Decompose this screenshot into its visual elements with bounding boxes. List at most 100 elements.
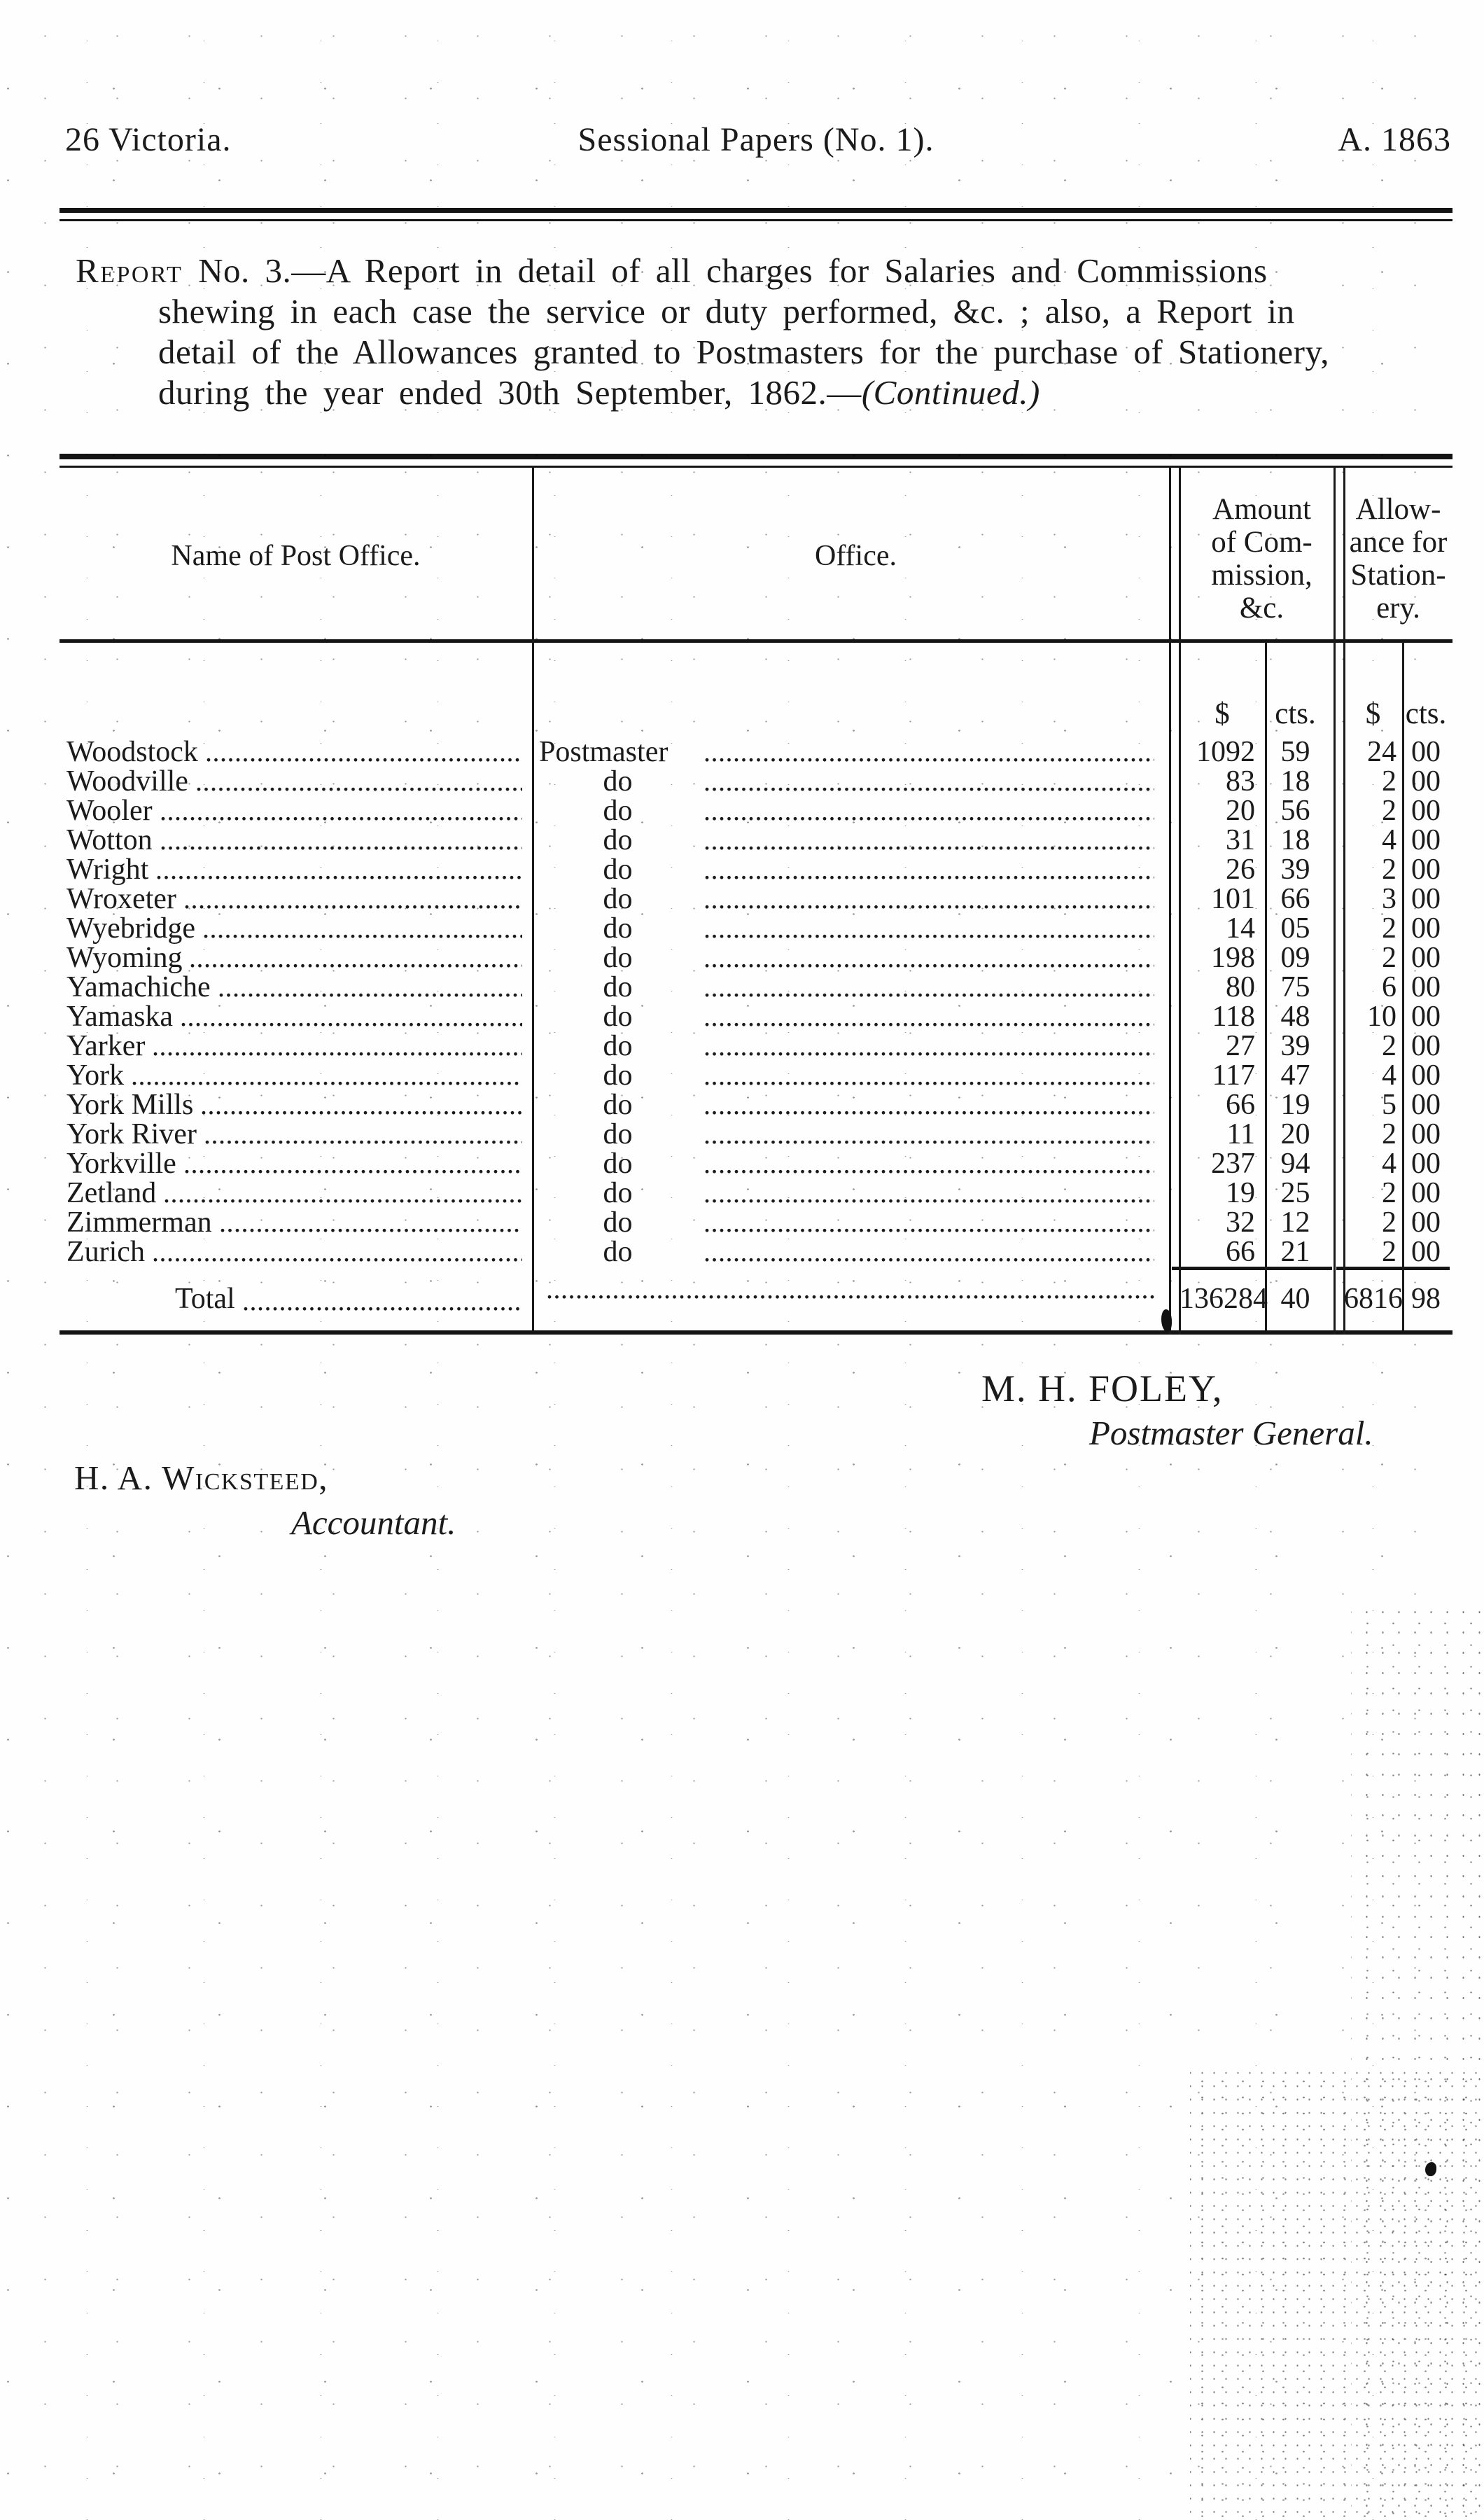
dotted-leader xyxy=(705,963,1154,968)
head-double-rule-top xyxy=(59,208,1452,213)
allowance-cents: 00 xyxy=(1411,795,1441,827)
accountant-title: Accountant. xyxy=(291,1503,456,1542)
dotted-leader xyxy=(705,1140,1154,1144)
commission-dollars: 19 xyxy=(1226,1177,1255,1209)
table-row: Yorkville do 237 94 4 00 xyxy=(59,1149,1452,1178)
commission-cents: 94 xyxy=(1280,1148,1310,1180)
table-rows: Woodstock Postmaster 1092 59 24 00 Woodv… xyxy=(59,737,1452,1267)
dotted-leader xyxy=(705,993,1154,997)
commission-dollars: 118 xyxy=(1212,1001,1255,1033)
allowance-cents: 00 xyxy=(1411,912,1441,945)
office-cell: do xyxy=(532,1120,1180,1149)
dotted-leader xyxy=(705,934,1154,938)
office-cell: do xyxy=(532,1149,1180,1178)
report-label: Report xyxy=(76,251,183,290)
table-row: Woodstock Postmaster 1092 59 24 00 xyxy=(59,737,1452,767)
office-cell: do xyxy=(532,1090,1180,1120)
allowance-dollars: 2 xyxy=(1382,795,1396,827)
total-commission-cents: 40 xyxy=(1280,1283,1310,1315)
office-value: do xyxy=(603,912,633,945)
office-value: do xyxy=(603,1236,633,1268)
dotted-leader xyxy=(705,1199,1154,1203)
table-row: Wyoming do 198 09 2 00 xyxy=(59,943,1452,973)
post-office-name-cell: Wright xyxy=(59,855,532,884)
allowance-dollars: 10 xyxy=(1367,1001,1396,1033)
post-office-name-cell: Wroxeter xyxy=(59,884,532,914)
allowance-cents: 00 xyxy=(1411,971,1441,1003)
dotted-leader xyxy=(181,1022,522,1026)
office-value: do xyxy=(603,1206,633,1239)
head-double-rule-bottom xyxy=(59,219,1452,221)
dotted-leader xyxy=(153,1258,522,1262)
commission-dollar-unit: $ xyxy=(1214,697,1230,730)
allowance-dollar-unit: $ xyxy=(1365,697,1381,730)
post-office-name: Zurich xyxy=(66,1236,145,1268)
commission-dollars: 14 xyxy=(1226,912,1255,945)
table-row: Wroxeter do 101 66 3 00 xyxy=(59,884,1452,914)
office-cell: do xyxy=(532,914,1180,943)
post-office-name-cell: Zetland xyxy=(59,1178,532,1208)
office-cell: do xyxy=(532,767,1180,796)
commission-dollars: 80 xyxy=(1226,971,1255,1003)
column-header-office-label: Office. xyxy=(815,539,897,572)
allowance-dollars: 2 xyxy=(1382,1177,1396,1209)
commission-cents: 05 xyxy=(1280,912,1310,945)
commission-cents: 66 xyxy=(1280,883,1310,915)
commissions-table: Name of Post Office. Office. Amount of C… xyxy=(59,454,1452,1340)
report-title: Report No. 3.—A Report in detail of all … xyxy=(76,251,1476,413)
post-office-name: Yamaska xyxy=(66,1001,174,1033)
column-header-name: Name of Post Office. xyxy=(59,472,532,639)
post-office-name: York xyxy=(66,1059,125,1092)
dotted-leader xyxy=(705,816,1154,821)
name-office-divider xyxy=(532,466,534,1330)
table-row: Yamaska do 118 48 10 00 xyxy=(59,1002,1452,1031)
dotted-leader xyxy=(705,875,1154,879)
office-cell: do xyxy=(532,855,1180,884)
post-office-name: Wotton xyxy=(66,824,153,856)
allowance-dollar-cents-divider xyxy=(1402,641,1404,1330)
table-row: Zetland do 19 25 2 00 xyxy=(59,1178,1452,1208)
dotted-leader xyxy=(132,1081,522,1085)
office-value: do xyxy=(603,1148,633,1180)
allowance-cents: 00 xyxy=(1411,1089,1441,1121)
office-cell: do xyxy=(532,884,1180,914)
post-office-name: York River xyxy=(66,1118,197,1150)
report-title-line-4: during the year ended 30th September, 18… xyxy=(76,373,1476,413)
office-cell: do xyxy=(532,1237,1180,1267)
allowance-cents: 00 xyxy=(1411,1177,1441,1209)
table-row: York Mills do 66 19 5 00 xyxy=(59,1090,1452,1120)
post-office-name-cell: Yamachiche xyxy=(59,973,532,1002)
post-office-name: Wroxeter xyxy=(66,883,176,915)
running-head-volume: 26 Victoria. xyxy=(65,121,232,158)
commission-cents: 19 xyxy=(1280,1089,1310,1121)
commission-dollars: 11 xyxy=(1226,1118,1255,1150)
dotted-leader xyxy=(160,846,522,850)
allowance-dollars: 2 xyxy=(1382,1030,1396,1062)
dotted-leader xyxy=(243,1307,522,1311)
office-value: do xyxy=(603,1089,633,1121)
dotted-leader xyxy=(705,1228,1154,1232)
commission-dollars: 83 xyxy=(1226,765,1255,798)
table-row: Woodville do 83 18 2 00 xyxy=(59,767,1452,796)
post-office-name: Wyoming xyxy=(66,942,183,974)
office-value: do xyxy=(603,824,633,856)
post-office-name-cell: Yarker xyxy=(59,1031,532,1061)
post-office-name: Yamachiche xyxy=(66,971,211,1003)
dotted-leader xyxy=(184,1169,522,1174)
commission-dollars: 237 xyxy=(1211,1148,1255,1180)
post-office-name-cell: Wotton xyxy=(59,826,532,855)
dotted-leader xyxy=(705,1052,1154,1056)
post-office-name-cell: Zimmerman xyxy=(59,1208,532,1237)
dotted-leader xyxy=(705,1111,1154,1115)
units-spacer xyxy=(59,731,532,735)
allowance-cents: 00 xyxy=(1411,854,1441,886)
post-office-name: Yarker xyxy=(66,1030,146,1062)
allowance-dollars: 2 xyxy=(1382,1206,1396,1239)
office-cell: do xyxy=(532,1061,1180,1090)
post-office-name: York Mills xyxy=(66,1089,194,1121)
allowance-cents-unit: cts. xyxy=(1405,697,1447,730)
total-office-cell xyxy=(532,1294,1180,1304)
running-head: 26 Victoria. Sessional Papers (No. 1). A… xyxy=(59,120,1452,165)
commission-dollars: 66 xyxy=(1226,1236,1255,1268)
commission-cents: 39 xyxy=(1280,1030,1310,1062)
